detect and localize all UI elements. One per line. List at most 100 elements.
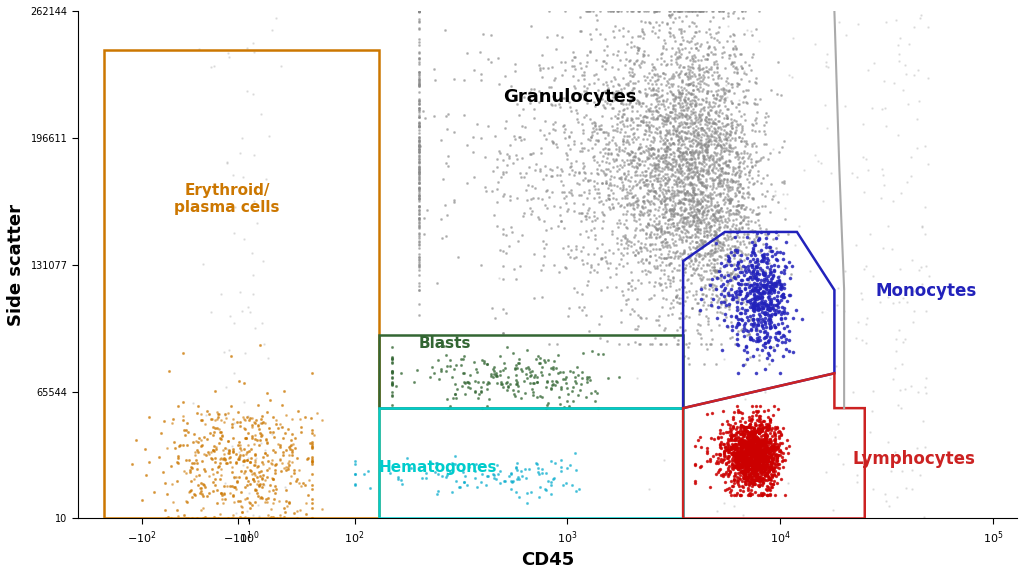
Point [918,230,934,239]
Point [550,221,566,230]
Point [201,450,217,459]
Point [691,69,708,78]
Point [644,198,660,207]
Point [734,431,751,441]
Point [779,296,796,305]
Point [508,375,524,384]
Point [737,476,754,486]
Point [252,340,268,350]
Point [757,438,773,447]
Point [722,269,738,278]
Point [743,335,760,344]
Point [657,112,674,121]
Point [684,56,700,66]
Point [632,182,648,191]
Point [725,463,741,472]
Point [411,165,427,174]
Point [642,137,658,146]
Point [676,153,692,162]
Point [614,162,631,172]
Point [258,434,274,444]
Point [745,319,762,328]
Point [738,457,755,466]
Point [693,202,710,211]
Point [596,103,612,112]
Point [411,6,427,16]
Point [471,389,487,398]
Point [766,300,782,309]
Point [573,289,590,298]
Point [594,94,610,104]
Point [749,476,765,485]
Point [735,229,752,238]
Point [695,84,712,93]
Point [547,73,563,82]
Point [677,213,693,222]
Point [503,476,519,486]
Point [758,426,774,435]
Point [854,294,870,303]
Point [254,458,270,467]
Point [653,257,670,267]
Point [754,449,770,458]
Point [698,181,715,190]
Point [411,184,427,193]
Point [737,291,754,301]
Point [640,154,656,163]
Point [663,206,679,215]
Point [742,464,759,473]
Point [665,139,681,148]
Point [253,483,269,492]
Point [650,320,667,329]
Point [743,325,760,335]
Point [259,494,275,503]
Point [720,133,736,142]
Point [689,130,706,139]
Point [722,199,738,208]
Point [620,148,636,157]
Point [671,166,687,176]
Point [245,511,261,520]
Point [692,195,709,204]
Point [728,168,744,177]
Point [660,165,677,174]
Point [682,190,698,199]
Point [754,307,770,316]
Point [674,126,690,135]
Point [862,230,879,239]
Point [627,176,643,185]
Point [680,6,696,16]
Point [611,173,628,183]
Point [662,195,678,204]
Point [598,282,614,291]
Point [732,157,749,166]
Point [713,339,729,348]
Point [916,442,933,451]
Point [716,439,732,449]
Point [640,206,656,215]
Point [686,127,702,136]
Point [508,487,524,497]
Point [678,109,694,119]
Point [746,295,763,304]
Point [532,265,549,274]
Point [703,229,720,238]
Point [718,134,734,143]
Point [609,182,626,191]
Point [453,361,469,370]
Point [689,325,706,335]
Point [732,450,749,460]
Point [678,54,694,63]
Point [762,465,778,474]
Point [663,98,679,108]
Point [260,464,276,473]
Point [411,54,427,63]
Point [678,154,694,164]
Point [746,437,763,446]
Point [655,96,672,105]
Point [244,469,260,479]
Point [254,474,270,483]
Point [733,137,750,146]
Point [623,210,639,219]
Point [700,162,717,171]
